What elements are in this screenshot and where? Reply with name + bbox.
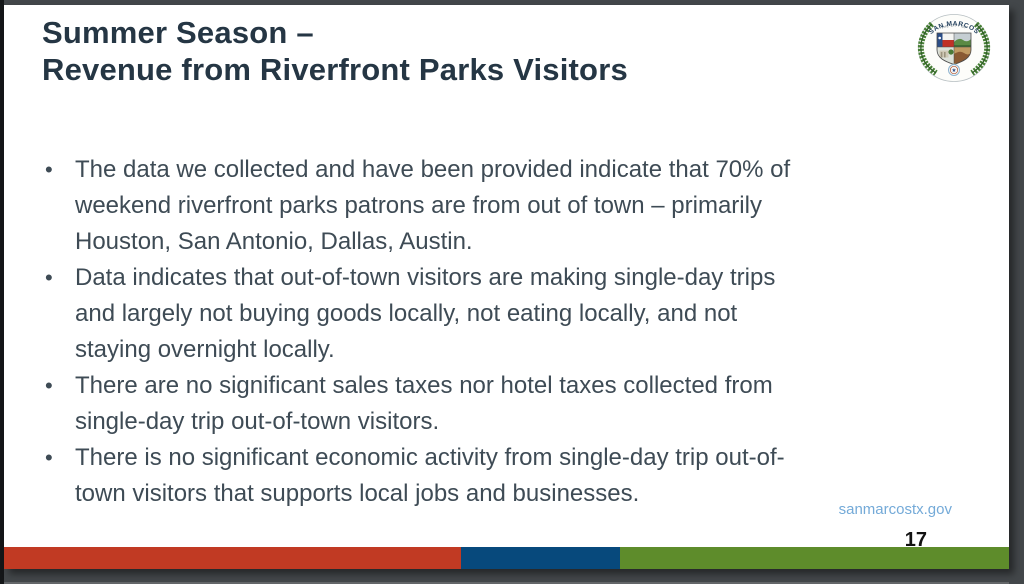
next-slide-edge	[4, 582, 1009, 584]
footer-bar-blue-segment	[461, 547, 621, 569]
website-link[interactable]: sanmarcostx.gov	[838, 501, 952, 518]
seal-arc-text: THE CITY OF	[940, 24, 967, 31]
seal-star-badge: ★	[948, 64, 960, 76]
frame-left-edge	[0, 0, 4, 584]
bullet-item: Data indicates that out-of-town visitors…	[45, 260, 940, 368]
san-marcos-city-seal-icon: THE CITY OF SAN MARCOS	[917, 14, 991, 82]
page-title: Summer Season – Revenue from Riverfront …	[42, 15, 628, 87]
svg-text:THE CITY OF: THE CITY OF	[940, 24, 967, 31]
svg-text:★: ★	[952, 68, 957, 74]
footer-accent-bar	[4, 547, 1009, 569]
slide: Summer Season – Revenue from Riverfront …	[4, 5, 1009, 569]
footer-bar-green-segment	[620, 547, 1009, 569]
page-number: 17	[904, 529, 927, 551]
bullet-item: The data we collected and have been prov…	[45, 152, 940, 260]
bullet-list: The data we collected and have been prov…	[40, 152, 940, 512]
bullet-item: There is no significant economic activit…	[45, 440, 940, 512]
footer-bar-red-segment	[4, 547, 462, 569]
bullet-item: There are no significant sales taxes nor…	[45, 368, 940, 440]
